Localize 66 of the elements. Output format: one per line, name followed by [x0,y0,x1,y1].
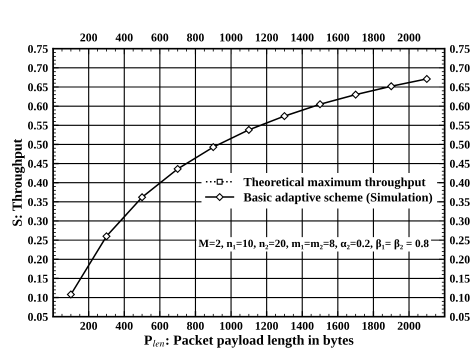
x-tick-label: 1600 [326,322,350,330]
y2-tick-label: 0.30 [450,217,470,226]
y2-tick-label: 0.05 [450,312,470,321]
point [209,143,218,152]
point [422,74,431,83]
x2-tick-label: 400 [116,33,133,42]
point [174,164,182,173]
y2-tick-label: 0.35 [450,198,470,206]
y-tick-label: 0.20 [28,256,48,264]
x2-tick-label: 1600 [326,33,350,42]
y-tick-label: 0.60 [28,102,48,110]
point [66,290,75,298]
y2-tick-label: 0.25 [450,236,470,244]
y-tick-label: 0.35 [28,198,48,206]
point [316,100,324,108]
y2-tick-label: 0.75 [450,44,470,53]
y-tick-label: 0.30 [28,217,48,226]
x2-tick-label: 1200 [256,33,278,42]
legend-label: Basic adaptive scheme (Simulation) [244,192,432,204]
y-tick-label: 0.25 [28,236,48,244]
x2-tick-label: 1000 [220,33,242,42]
y-tick-label: 0.45 [28,160,48,168]
y-tick-label: 0.75 [28,44,48,53]
y2-tick-label: 0.65 [450,83,470,92]
x-tick-label: 1400 [291,322,314,330]
y2-tick-label: 0.60 [450,102,470,110]
y-tick-label: 0.40 [28,178,48,187]
y-tick-label: 0.55 [28,122,48,130]
x-tick-label: 200 [80,322,98,330]
y2-tick-label: 0.45 [450,160,470,168]
point [280,112,288,120]
annotation: M=2, n₁=10, n₂=20, m₁=m₂=8, α₂=0.2, β₁= β₂ = 0.8 [198,239,429,250]
x-tick-label: 1800 [362,322,385,330]
x2-tick-label: 800 [187,33,204,42]
y2-tick-label: 0.20 [450,256,470,264]
point [138,193,146,202]
x2-tick-label: 600 [151,33,168,42]
y-tick-label: 0.05 [28,312,48,321]
y-tick-label: 0.70 [28,64,48,72]
y-tick-label: 0.15 [28,274,48,283]
x-tick-label: 600 [151,322,168,330]
y-tick-label: 0.50 [28,140,48,149]
x-axis-title: P$_{len}$: Packet payload length in bytes [144,335,354,348]
y2-tick-label: 0.55 [450,122,470,130]
x2-tick-label: 2000 [398,33,420,42]
y-axis-title: S: Throughput [12,138,25,226]
point [244,126,253,134]
x2-tick-label: 1400 [291,33,314,42]
y2-tick-label: 0.40 [450,178,470,187]
x2-tick-label: 1800 [362,33,385,42]
y2-tick-label: 0.70 [450,64,470,72]
point [352,90,360,99]
y-tick-label: 0.10 [28,294,48,302]
x-tick-label: 800 [187,322,204,330]
y-tick-label: 0.65 [28,83,48,92]
x-tick-label: 1000 [220,322,242,330]
x-tick-label: 1200 [256,322,278,330]
y2-tick-label: 0.50 [450,140,470,149]
y2-tick-label: 0.15 [450,274,470,283]
point [387,82,396,90]
legend-label: Theoretical maximum throughput [244,177,426,189]
y2-tick-label: 0.10 [450,294,470,302]
x-tick-label: 2000 [398,322,420,330]
point [102,232,110,240]
x-tick-label: 400 [116,322,133,330]
x2-tick-label: 200 [80,33,98,42]
